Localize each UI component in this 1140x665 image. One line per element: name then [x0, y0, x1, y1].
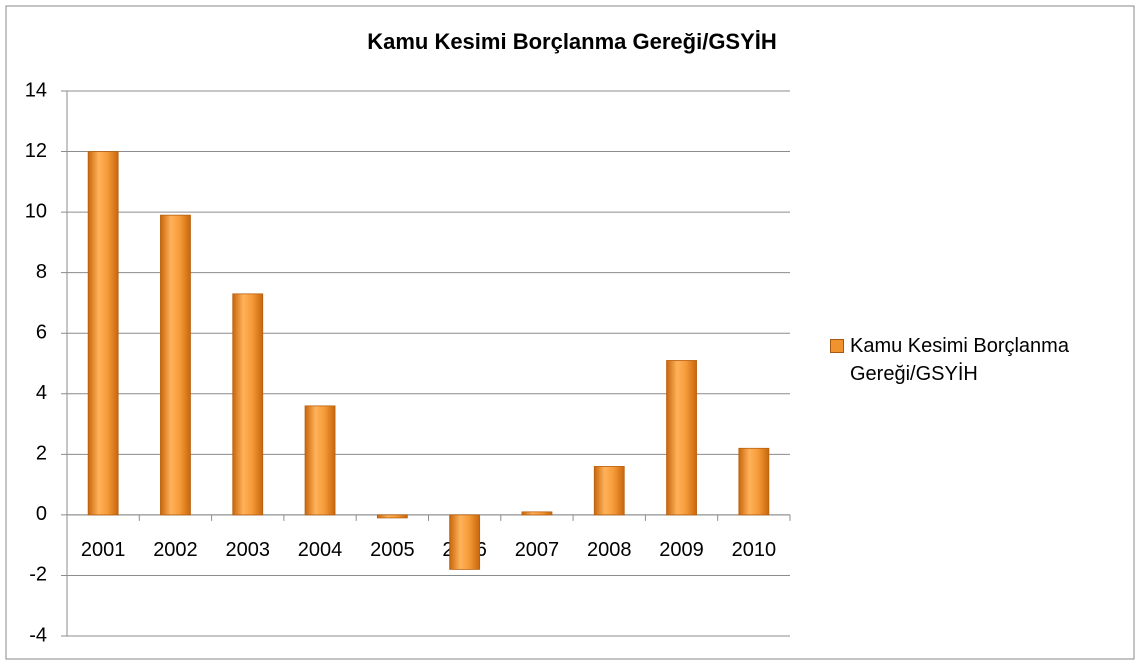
y-tick-label: 8 [36, 261, 47, 283]
y-tick-label: 4 [36, 382, 47, 404]
bar [376, 514, 408, 519]
bar [87, 151, 119, 516]
bar [160, 214, 191, 516]
chart-title: Kamu Kesimi Borçlanma Gereği/GSYİH [367, 29, 777, 54]
bar [666, 360, 697, 516]
bar [738, 447, 770, 516]
x-tick-label: 2002 [153, 539, 198, 561]
legend-key [830, 339, 844, 353]
y-tick-label: -2 [29, 564, 47, 586]
legend-label: Kamu Kesimi Borçlanma Gereği/GSYİH [850, 335, 1069, 385]
x-tick-label: 2001 [81, 539, 126, 561]
y-tick-label: 14 [25, 79, 47, 101]
chart-border [5, 5, 1135, 660]
bar [593, 466, 625, 516]
x-tick-label: 2009 [659, 539, 704, 561]
x-tick-label: 2007 [515, 539, 560, 561]
y-tick-label: 2 [36, 443, 47, 465]
bar [304, 405, 336, 516]
y-tick-label: -4 [29, 624, 47, 646]
x-tick-label: 2004 [298, 539, 343, 561]
y-tick-label: 0 [36, 503, 47, 525]
bar [521, 511, 553, 516]
x-tick-label: 2005 [370, 539, 415, 561]
legend: Kamu Kesimi Borçlanma Gereği/GSYİH [830, 332, 1110, 388]
x-tick-label: 2003 [226, 539, 271, 561]
bar [232, 293, 264, 516]
bar [449, 514, 481, 570]
y-tick-label: 6 [36, 322, 47, 344]
y-tick-label: 12 [25, 140, 47, 162]
x-tick-label: 2008 [587, 539, 632, 561]
y-tick-label: 10 [25, 200, 47, 222]
x-tick-label: 2010 [732, 539, 777, 561]
